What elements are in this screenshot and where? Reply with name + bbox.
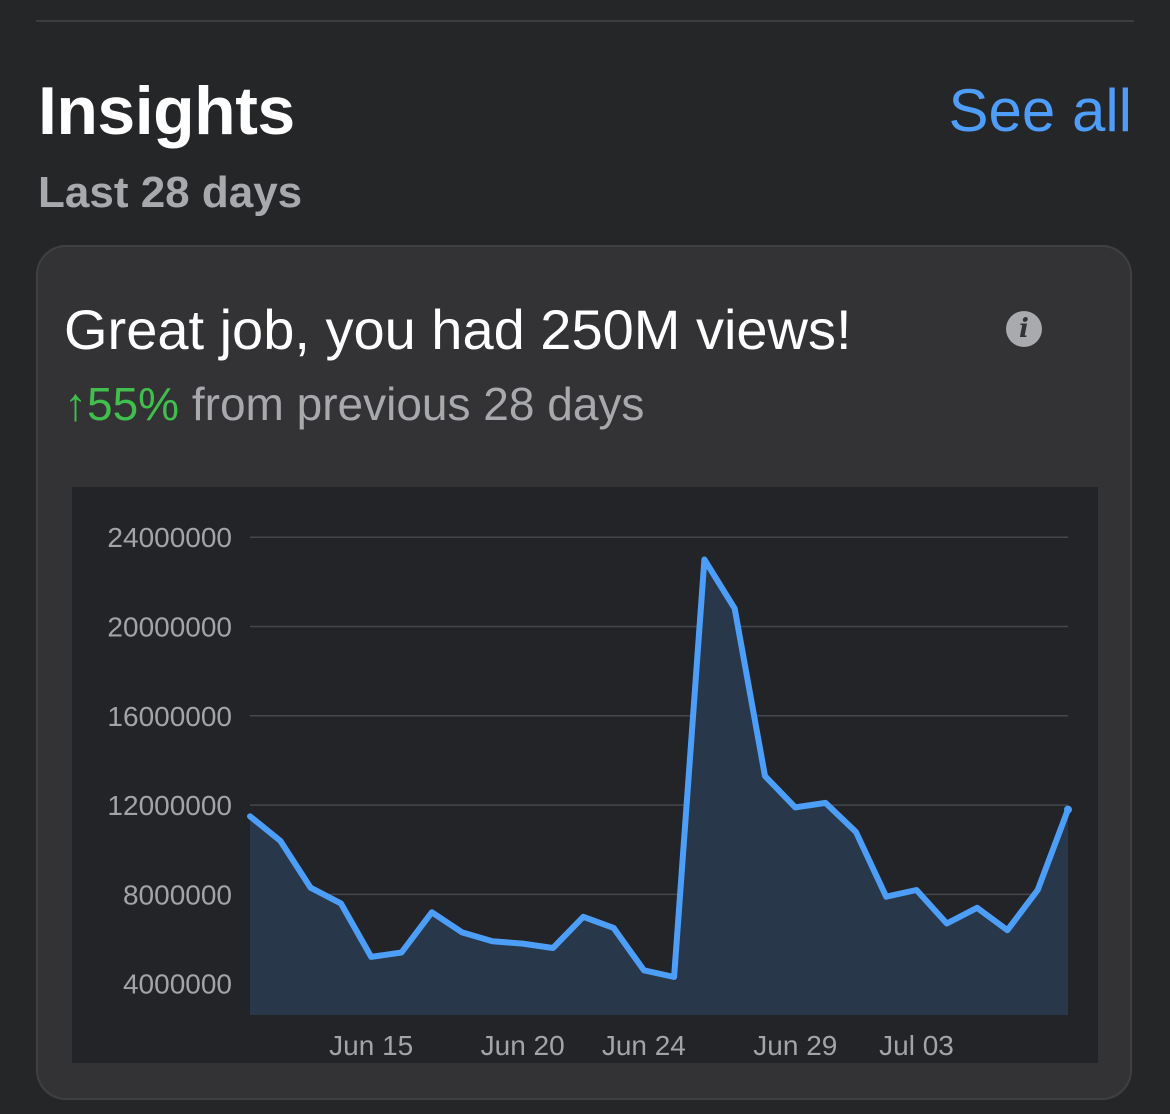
- info-icon[interactable]: i: [1006, 311, 1042, 347]
- see-all-link[interactable]: See all: [948, 77, 1132, 144]
- insights-card[interactable]: Great job, you had 250M views! i ↑55% fr…: [36, 245, 1132, 1100]
- views-chart-svg: 4000000 8000000 12000000 16000000 20000000 24…: [107, 522, 1072, 1061]
- chart-grid: [250, 536, 1068, 985]
- views-area: [250, 559, 1068, 1015]
- top-divider: [36, 20, 1134, 22]
- x-tick-label: Jun 15: [329, 1030, 413, 1061]
- x-axis-ticks: Jun 15 Jun 20 Jun 24 Jun 29 Jul 03: [329, 1030, 954, 1061]
- y-axis-ticks: 4000000 8000000 12000000 16000000 20000000 24…: [107, 522, 232, 1000]
- y-tick-label: 16000000: [107, 701, 232, 732]
- x-tick-label: Jun 29: [753, 1030, 837, 1061]
- y-tick-label: 20000000: [107, 612, 232, 643]
- y-tick-label: 12000000: [107, 790, 232, 821]
- x-tick-label: Jun 20: [481, 1030, 565, 1061]
- y-tick-label: 4000000: [123, 969, 232, 1000]
- x-tick-label: Jul 03: [879, 1030, 954, 1061]
- x-tick-label: Jun 24: [602, 1030, 686, 1061]
- y-tick-label: 24000000: [107, 522, 232, 553]
- y-tick-label: 8000000: [123, 879, 232, 910]
- period-label: Last 28 days: [38, 168, 303, 217]
- section-title: Insights: [38, 73, 295, 149]
- card-headline: Great job, you had 250M views!: [64, 298, 852, 361]
- change-percentage: ↑55%: [64, 378, 180, 430]
- views-chart: 4000000 8000000 12000000 16000000 20000000 24…: [72, 487, 1098, 1063]
- change-line: ↑55% from previous 28 days: [64, 377, 644, 431]
- data-point: [1064, 805, 1072, 814]
- views-line: [247, 556, 1071, 980]
- change-description: from previous 28 days: [179, 378, 645, 430]
